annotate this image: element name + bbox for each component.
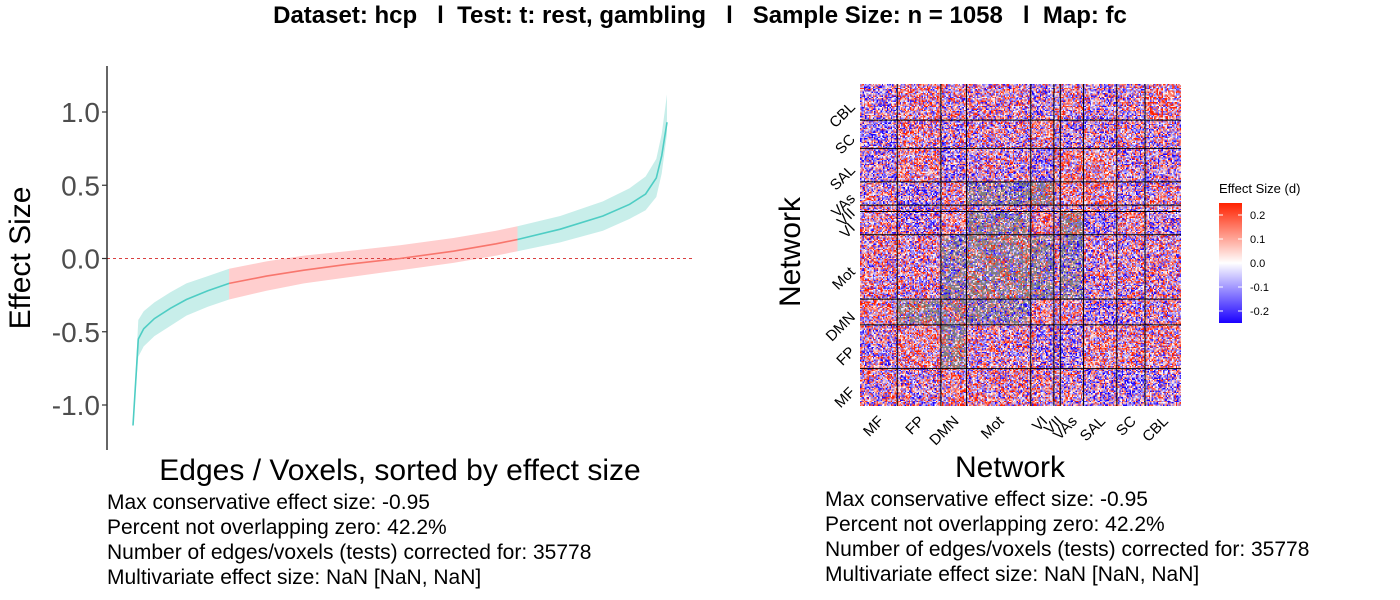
y-tick-label: -0.5 (52, 317, 100, 348)
y-axis-label: Effect Size (4, 187, 37, 330)
stat-multivariate: Multivariate effect size: NaN [NaN, NaN] (107, 566, 482, 589)
x-network-label: CBL (1139, 413, 1172, 446)
summary-stats-left: Max conservative effect size: -0.95 Perc… (107, 490, 591, 590)
y-network-label: Mot (829, 263, 859, 293)
ci-ribbons (133, 94, 667, 426)
effect-size-plot: 1.0 0.5 0.0 -0.5 -1.0 Edges / Voxels, sorted… (4, 66, 693, 487)
stat-max-conservative: Max conservative effect size: -0.95 (107, 491, 430, 514)
x-network-label: FP (902, 413, 928, 439)
y-network-label: DMN (823, 309, 859, 345)
y-tick-label: 1.0 (61, 97, 100, 128)
y-network-label: MF (831, 384, 858, 411)
y-network-label: SC (832, 131, 859, 158)
x-network-label: MF (860, 413, 887, 440)
colorbar-tick-label: -0.2 (1250, 306, 1269, 318)
summary-stats-right: Max conservative effect size: -0.95 Perc… (825, 487, 1309, 587)
ci-ribbon-overlapping-zero (229, 226, 518, 300)
x-network-label: SC (1113, 413, 1140, 440)
stat-max-conservative: Max conservative effect size: -0.95 (825, 488, 1148, 511)
stat-multivariate: Multivariate effect size: NaN [NaN, NaN] (825, 563, 1200, 586)
ci-ribbon-below-zero (133, 268, 230, 426)
x-axis-label: Edges / Voxels, sorted by effect size (159, 454, 640, 487)
effect-lines (132, 122, 668, 426)
stat-tests-corrected: Number of edges/voxels (tests) corrected… (107, 541, 592, 564)
colorbar-tick-label: 0.0 (1250, 258, 1265, 270)
y-network-label: CBL (826, 99, 859, 132)
y-tick-label: 0.0 (61, 244, 100, 275)
ci-ribbon-above-zero (517, 94, 667, 252)
effect-line-above-zero (517, 122, 668, 241)
y-network-label: SAL (827, 162, 859, 194)
y-axis-ticks: 1.0 0.5 0.0 -0.5 -1.0 (52, 97, 107, 421)
stat-percent-not-overlapping: Percent not overlapping zero: 42.2% (107, 516, 447, 539)
colorbar-title: Effect Size (d) (1219, 181, 1300, 196)
heatmap-y-axis-label: Network (774, 196, 807, 307)
stat-tests-corrected: Number of edges/voxels (tests) corrected… (825, 538, 1310, 561)
colorbar (1219, 203, 1242, 323)
y-tick-label: -1.0 (52, 390, 100, 421)
stat-percent-not-overlapping: Percent not overlapping zero: 42.2% (825, 513, 1165, 536)
colorbar-legend: Effect Size (d) 0.2 0.1 0.0 -0.1 -0.2 (1219, 181, 1300, 323)
colorbar-ticks: 0.2 0.1 0.0 -0.1 -0.2 (1219, 210, 1269, 318)
y-tick-label: 0.5 (61, 170, 100, 201)
heatmap-cells (860, 84, 1181, 406)
colorbar-tick-label: -0.1 (1250, 282, 1269, 294)
colorbar-tick-label: 0.2 (1250, 210, 1265, 222)
figure-title: Dataset: hcp l Test: t: rest, gambling l… (273, 2, 1127, 29)
y-network-label: FP (833, 344, 859, 370)
x-network-label: DMN (926, 413, 962, 449)
x-network-label: Mot (978, 412, 1008, 442)
network-boundaries (860, 84, 1181, 406)
effect-line-overlapping-zero (228, 238, 518, 285)
colorbar-tick-label: 0.1 (1250, 234, 1265, 246)
x-network-label: SAL (1077, 413, 1109, 445)
heatmap-x-axis-label: Network (955, 451, 1066, 484)
effect-line-below-zero (132, 282, 230, 426)
heatmap-matrix-image (860, 84, 1181, 406)
